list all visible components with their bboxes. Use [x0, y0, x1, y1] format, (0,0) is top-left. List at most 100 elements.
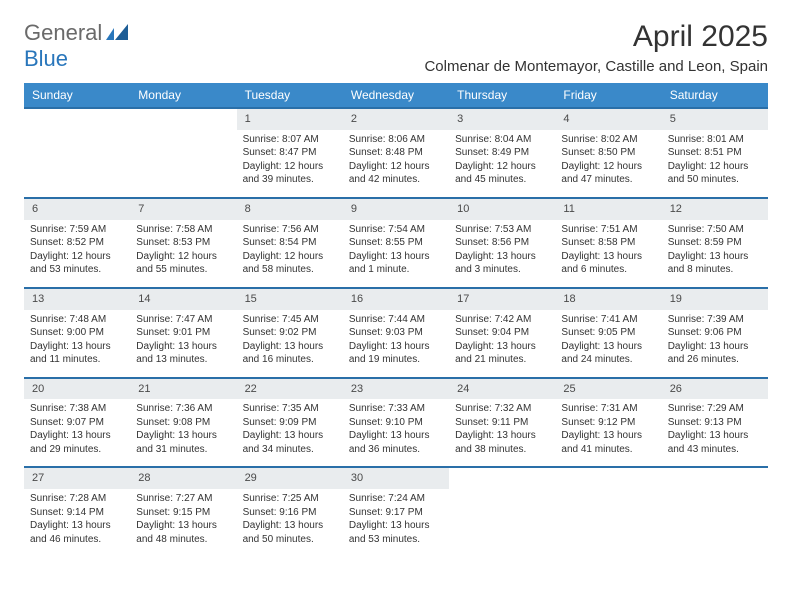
daylight-line: Daylight: 13 hours and 13 minutes. [136, 340, 230, 367]
day-cell: Sunrise: 7:39 AMSunset: 9:06 PMDaylight:… [662, 310, 768, 378]
day-number: 30 [343, 467, 449, 489]
daylight-line: Daylight: 13 hours and 29 minutes. [30, 429, 124, 456]
day-detail-row: Sunrise: 7:48 AMSunset: 9:00 PMDaylight:… [24, 310, 768, 378]
day-number [449, 467, 555, 489]
daylight-line: Daylight: 13 hours and 3 minutes. [455, 250, 549, 277]
sunrise-line: Sunrise: 7:47 AM [136, 313, 230, 327]
sunset-line: Sunset: 9:09 PM [243, 416, 337, 430]
sunrise-line: Sunrise: 7:39 AM [668, 313, 762, 327]
calendar-table: SundayMondayTuesdayWednesdayThursdayFrid… [24, 83, 768, 556]
weekday-header: Saturday [662, 83, 768, 108]
sunset-line: Sunset: 9:15 PM [136, 506, 230, 520]
daylight-line: Daylight: 13 hours and 11 minutes. [30, 340, 124, 367]
daylight-line: Daylight: 13 hours and 19 minutes. [349, 340, 443, 367]
day-cell: Sunrise: 7:54 AMSunset: 8:55 PMDaylight:… [343, 220, 449, 288]
daylight-line: Daylight: 12 hours and 58 minutes. [243, 250, 337, 277]
sunset-line: Sunset: 9:01 PM [136, 326, 230, 340]
sunrise-line: Sunrise: 7:27 AM [136, 492, 230, 506]
daylight-line: Daylight: 13 hours and 50 minutes. [243, 519, 337, 546]
location-text: Colmenar de Montemayor, Castille and Leo… [424, 58, 768, 75]
sunrise-line: Sunrise: 8:01 AM [668, 133, 762, 147]
day-number: 13 [24, 288, 130, 310]
sunset-line: Sunset: 8:48 PM [349, 146, 443, 160]
daylight-line: Daylight: 12 hours and 55 minutes. [136, 250, 230, 277]
daylight-line: Daylight: 13 hours and 41 minutes. [561, 429, 655, 456]
day-number: 1 [237, 108, 343, 130]
sunset-line: Sunset: 8:58 PM [561, 236, 655, 250]
weekday-header: Wednesday [343, 83, 449, 108]
day-number: 26 [662, 378, 768, 400]
weekday-header-row: SundayMondayTuesdayWednesdayThursdayFrid… [24, 83, 768, 108]
sunset-line: Sunset: 9:07 PM [30, 416, 124, 430]
day-cell: Sunrise: 7:36 AMSunset: 9:08 PMDaylight:… [130, 399, 236, 467]
day-cell: Sunrise: 7:45 AMSunset: 9:02 PMDaylight:… [237, 310, 343, 378]
day-cell: Sunrise: 7:50 AMSunset: 8:59 PMDaylight:… [662, 220, 768, 288]
day-cell: Sunrise: 7:27 AMSunset: 9:15 PMDaylight:… [130, 489, 236, 556]
sunrise-line: Sunrise: 7:38 AM [30, 402, 124, 416]
weekday-header: Tuesday [237, 83, 343, 108]
title-block: April 2025 Colmenar de Montemayor, Casti… [424, 20, 768, 75]
logo: GeneralBlue [24, 20, 130, 72]
day-cell: Sunrise: 8:02 AMSunset: 8:50 PMDaylight:… [555, 130, 661, 198]
daylight-line: Daylight: 13 hours and 1 minute. [349, 250, 443, 277]
day-number [130, 108, 236, 130]
weekday-header: Sunday [24, 83, 130, 108]
day-number: 24 [449, 378, 555, 400]
sunset-line: Sunset: 8:53 PM [136, 236, 230, 250]
day-number-row: 12345 [24, 108, 768, 130]
day-cell: Sunrise: 7:53 AMSunset: 8:56 PMDaylight:… [449, 220, 555, 288]
day-number: 21 [130, 378, 236, 400]
daylight-line: Daylight: 12 hours and 42 minutes. [349, 160, 443, 187]
sunset-line: Sunset: 9:04 PM [455, 326, 549, 340]
day-cell: Sunrise: 7:59 AMSunset: 8:52 PMDaylight:… [24, 220, 130, 288]
day-cell: Sunrise: 7:32 AMSunset: 9:11 PMDaylight:… [449, 399, 555, 467]
sunrise-line: Sunrise: 7:48 AM [30, 313, 124, 327]
day-number: 20 [24, 378, 130, 400]
day-detail-row: Sunrise: 8:07 AMSunset: 8:47 PMDaylight:… [24, 130, 768, 198]
day-cell: Sunrise: 7:38 AMSunset: 9:07 PMDaylight:… [24, 399, 130, 467]
logo-icon [106, 20, 130, 45]
daylight-line: Daylight: 12 hours and 45 minutes. [455, 160, 549, 187]
day-cell: Sunrise: 7:58 AMSunset: 8:53 PMDaylight:… [130, 220, 236, 288]
sunset-line: Sunset: 9:08 PM [136, 416, 230, 430]
sunset-line: Sunset: 8:55 PM [349, 236, 443, 250]
sunset-line: Sunset: 8:54 PM [243, 236, 337, 250]
day-cell: Sunrise: 8:06 AMSunset: 8:48 PMDaylight:… [343, 130, 449, 198]
daylight-line: Daylight: 13 hours and 26 minutes. [668, 340, 762, 367]
day-number: 2 [343, 108, 449, 130]
sunset-line: Sunset: 9:02 PM [243, 326, 337, 340]
sunrise-line: Sunrise: 7:44 AM [349, 313, 443, 327]
daylight-line: Daylight: 13 hours and 16 minutes. [243, 340, 337, 367]
day-number: 25 [555, 378, 661, 400]
day-number-row: 13141516171819 [24, 288, 768, 310]
day-number: 6 [24, 198, 130, 220]
sunset-line: Sunset: 9:06 PM [668, 326, 762, 340]
day-number: 17 [449, 288, 555, 310]
sunrise-line: Sunrise: 7:59 AM [30, 223, 124, 237]
sunrise-line: Sunrise: 7:51 AM [561, 223, 655, 237]
day-cell: Sunrise: 7:35 AMSunset: 9:09 PMDaylight:… [237, 399, 343, 467]
day-number: 11 [555, 198, 661, 220]
day-number: 4 [555, 108, 661, 130]
daylight-line: Daylight: 13 hours and 53 minutes. [349, 519, 443, 546]
sunrise-line: Sunrise: 7:29 AM [668, 402, 762, 416]
day-cell [130, 130, 236, 198]
daylight-line: Daylight: 13 hours and 43 minutes. [668, 429, 762, 456]
day-cell: Sunrise: 7:41 AMSunset: 9:05 PMDaylight:… [555, 310, 661, 378]
day-number: 28 [130, 467, 236, 489]
daylight-line: Daylight: 12 hours and 47 minutes. [561, 160, 655, 187]
sunset-line: Sunset: 9:13 PM [668, 416, 762, 430]
sunrise-line: Sunrise: 7:45 AM [243, 313, 337, 327]
sunrise-line: Sunrise: 7:36 AM [136, 402, 230, 416]
day-number: 12 [662, 198, 768, 220]
sunrise-line: Sunrise: 7:42 AM [455, 313, 549, 327]
sunrise-line: Sunrise: 7:32 AM [455, 402, 549, 416]
page-title: April 2025 [424, 20, 768, 54]
daylight-line: Daylight: 13 hours and 48 minutes. [136, 519, 230, 546]
sunset-line: Sunset: 9:03 PM [349, 326, 443, 340]
sunrise-line: Sunrise: 7:24 AM [349, 492, 443, 506]
sunset-line: Sunset: 9:11 PM [455, 416, 549, 430]
day-number: 9 [343, 198, 449, 220]
day-number-row: 6789101112 [24, 198, 768, 220]
sunset-line: Sunset: 8:50 PM [561, 146, 655, 160]
